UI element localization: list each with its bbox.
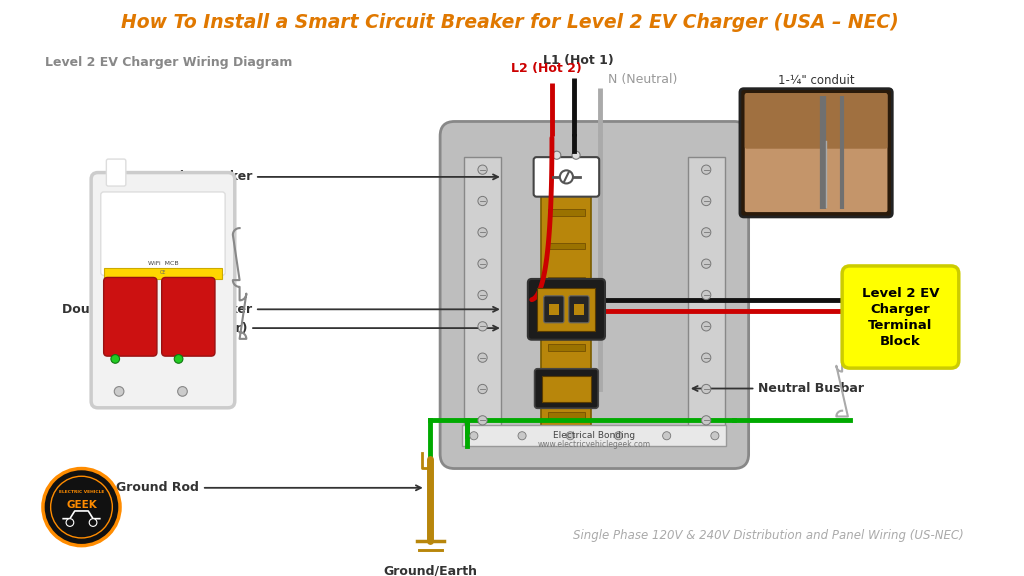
FancyBboxPatch shape [549, 304, 559, 315]
Circle shape [478, 228, 487, 237]
Circle shape [177, 386, 187, 396]
Text: Ground Rod: Ground Rod [117, 482, 421, 494]
FancyBboxPatch shape [538, 287, 595, 331]
Circle shape [174, 355, 183, 363]
Text: Main Breaker: Main Breaker [159, 170, 498, 183]
Text: ELECTRIC VEHICLE: ELECTRIC VEHICLE [58, 490, 104, 494]
Circle shape [701, 384, 711, 393]
Circle shape [518, 431, 526, 440]
FancyBboxPatch shape [548, 310, 585, 317]
Circle shape [701, 196, 711, 206]
Circle shape [701, 353, 711, 362]
FancyBboxPatch shape [688, 157, 725, 433]
FancyBboxPatch shape [740, 89, 892, 217]
FancyBboxPatch shape [100, 192, 225, 275]
FancyBboxPatch shape [464, 157, 501, 433]
Circle shape [478, 416, 487, 425]
Circle shape [478, 196, 487, 206]
Text: Neutral Busbar: Neutral Busbar [692, 382, 864, 395]
Circle shape [572, 151, 581, 159]
FancyBboxPatch shape [548, 344, 585, 351]
Text: Ground/Earth: Ground/Earth [383, 565, 477, 576]
FancyBboxPatch shape [91, 173, 234, 408]
FancyBboxPatch shape [548, 242, 585, 249]
Text: www.electricvehiclegeek.com: www.electricvehiclegeek.com [538, 440, 651, 449]
Circle shape [701, 322, 711, 331]
Text: Electrical Bonding: Electrical Bonding [553, 431, 636, 440]
Circle shape [478, 384, 487, 393]
Circle shape [43, 468, 120, 545]
FancyBboxPatch shape [544, 296, 564, 323]
FancyBboxPatch shape [103, 278, 157, 356]
FancyBboxPatch shape [162, 278, 215, 356]
Circle shape [553, 151, 561, 159]
FancyBboxPatch shape [542, 167, 592, 427]
Circle shape [701, 259, 711, 268]
Text: Level 2 EV
Charger
Terminal
Block: Level 2 EV Charger Terminal Block [862, 286, 939, 347]
FancyBboxPatch shape [548, 276, 585, 283]
Text: G (Ground Busbar): G (Ground Busbar) [116, 321, 498, 335]
Circle shape [566, 431, 574, 440]
Circle shape [89, 518, 97, 526]
FancyBboxPatch shape [548, 175, 585, 181]
FancyBboxPatch shape [103, 268, 222, 279]
FancyBboxPatch shape [440, 122, 749, 468]
Circle shape [478, 353, 487, 362]
Circle shape [701, 290, 711, 300]
Text: WiFi  MCB: WiFi MCB [147, 261, 178, 266]
Text: L1 (Hot 1): L1 (Hot 1) [543, 54, 613, 66]
Circle shape [115, 386, 124, 396]
Text: Double Pole Smart Breaker: Double Pole Smart Breaker [62, 303, 498, 316]
FancyBboxPatch shape [535, 369, 598, 408]
FancyBboxPatch shape [548, 378, 585, 385]
Circle shape [470, 431, 478, 440]
FancyBboxPatch shape [534, 157, 599, 196]
Text: Level 2 EV Charger Wiring Diagram: Level 2 EV Charger Wiring Diagram [45, 56, 292, 69]
FancyBboxPatch shape [568, 296, 589, 323]
Circle shape [478, 290, 487, 300]
FancyBboxPatch shape [842, 266, 958, 368]
Text: How To Install a Smart Circuit Breaker for Level 2 EV Charger (USA – NEC): How To Install a Smart Circuit Breaker f… [121, 13, 898, 32]
FancyBboxPatch shape [462, 425, 726, 446]
FancyBboxPatch shape [548, 209, 585, 215]
Circle shape [701, 228, 711, 237]
Circle shape [67, 518, 74, 526]
Text: GEEK: GEEK [67, 500, 97, 510]
Circle shape [478, 259, 487, 268]
FancyBboxPatch shape [548, 412, 585, 419]
Text: Single Phase 120V & 240V Distribution and Panel Wiring (US-NEC): Single Phase 120V & 240V Distribution an… [572, 529, 964, 542]
Circle shape [560, 170, 573, 184]
Circle shape [478, 322, 487, 331]
Text: L2 (Hot 2): L2 (Hot 2) [511, 62, 583, 75]
Circle shape [663, 431, 671, 440]
FancyBboxPatch shape [744, 93, 888, 212]
FancyBboxPatch shape [543, 376, 591, 401]
FancyBboxPatch shape [106, 159, 126, 186]
FancyBboxPatch shape [744, 93, 888, 149]
Circle shape [711, 431, 719, 440]
Text: 1-¼" conduit: 1-¼" conduit [778, 74, 854, 87]
Circle shape [701, 165, 711, 175]
FancyBboxPatch shape [573, 304, 585, 315]
Circle shape [614, 431, 623, 440]
Circle shape [111, 355, 120, 363]
Text: CE: CE [160, 270, 166, 275]
Circle shape [701, 416, 711, 425]
Circle shape [478, 165, 487, 175]
FancyBboxPatch shape [527, 279, 605, 340]
Text: N (Neutral): N (Neutral) [608, 73, 677, 86]
